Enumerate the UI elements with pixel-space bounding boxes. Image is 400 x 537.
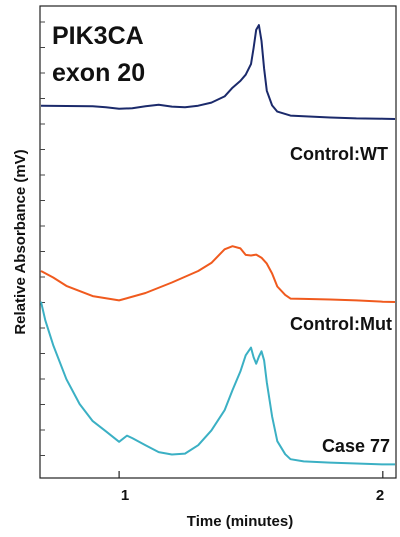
x-axis-ticks: [118, 471, 384, 478]
series-label-case-77: Case 77: [322, 436, 390, 456]
trace-control-mut: [40, 245, 396, 303]
x-tick-label-1: 1: [121, 487, 129, 504]
chart-title-line-2: exon 20: [52, 59, 145, 87]
plot-frame: [39, 5, 397, 479]
series-label-control-mut: Control:Mut: [290, 314, 392, 334]
y-axis-ticks: [40, 21, 45, 456]
traces: [40, 24, 396, 466]
chart-title-line-1: PIK3CA: [52, 22, 144, 50]
trace-control-wt: [40, 24, 396, 120]
x-tick-label-2: 2: [376, 487, 384, 504]
y-axis-label: Relative Absorbance (mV): [12, 149, 29, 334]
trace-case-77: [40, 301, 395, 466]
series-label-control-wt: Control:WT: [290, 144, 388, 164]
x-axis-label: Time (minutes): [187, 513, 293, 530]
